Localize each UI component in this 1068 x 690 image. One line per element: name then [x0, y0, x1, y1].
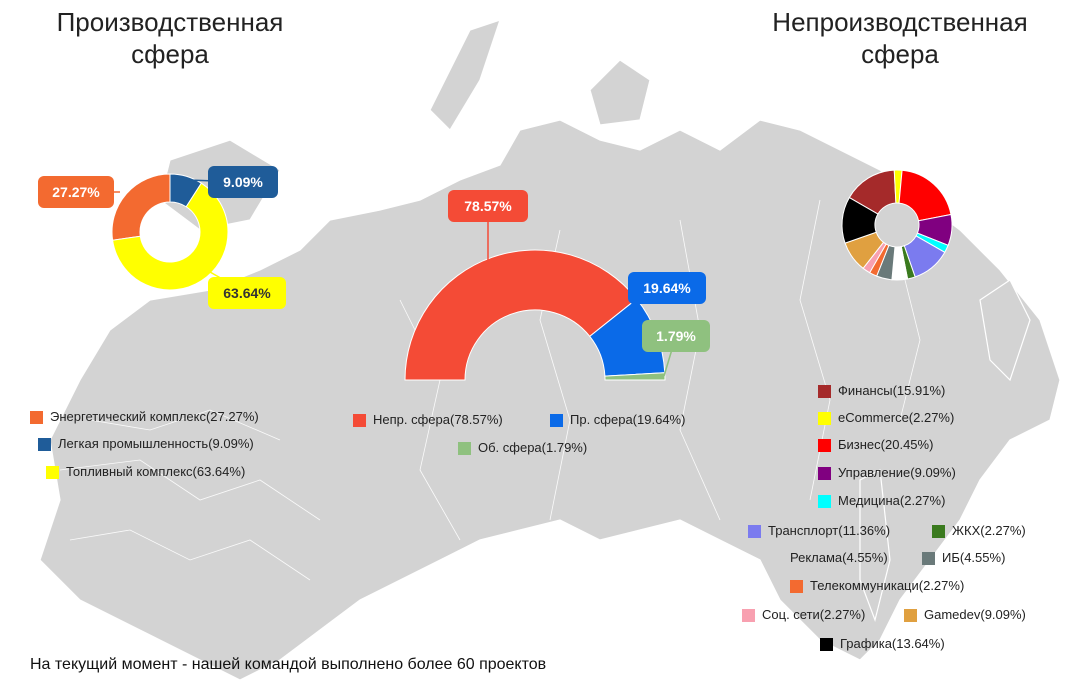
legend-production-2[interactable]: Топливный комплекс(63.64%): [46, 464, 245, 480]
legend-nonproduction-5-label: Трансплорт(11.36%): [768, 523, 891, 538]
legend-nonproduction-3-label: Управление(9.09%): [838, 465, 956, 480]
legend-overall-0[interactable]: Непр. сфера(78.57%): [353, 412, 503, 428]
footer-text: На текущий момент - нашей командой выпол…: [30, 656, 547, 673]
legend-nonproduction-4-label: Медицина(2.27%): [838, 493, 946, 508]
legend-production-0-swatch: [30, 410, 43, 424]
overall-callout-2-text: 1.79%: [656, 328, 696, 344]
heading-nonproduction-line1: Непроизводственная: [772, 7, 1028, 37]
legend-nonproduction-12-swatch: [820, 637, 833, 651]
legend-nonproduction-8-label: ИБ(4.55%): [942, 550, 1006, 565]
legend-nonproduction-12[interactable]: Графика(13.64%): [820, 636, 945, 652]
production-slice-2: [112, 182, 229, 291]
legend-nonproduction-9-label: Телекоммуникаци(2.27%): [810, 578, 965, 593]
legend-overall-2[interactable]: Об. сфера(1.79%): [458, 440, 587, 456]
production-callout-0-text: 27.27%: [52, 184, 100, 200]
overall-callout-0-text: 78.57%: [464, 198, 512, 214]
legend-nonproduction-2-swatch: [818, 438, 831, 452]
legend-production-2-label: Топливный комплекс(63.64%): [66, 464, 246, 479]
legend-nonproduction-3-swatch: [818, 466, 831, 480]
legend-nonproduction-9-swatch: [790, 579, 803, 593]
production-callout-0: 27.27%: [38, 176, 120, 208]
legend-nonproduction-10-label: Соц. сети(2.27%): [762, 607, 866, 622]
legend-nonproduction-11-label: Gamedev(9.09%): [924, 607, 1026, 622]
legend-nonproduction-6-swatch: [932, 524, 945, 538]
legend-nonproduction-11[interactable]: Gamedev(9.09%): [904, 607, 1026, 623]
legend-nonproduction-7-swatch: [770, 552, 783, 565]
heading-production-line1: Производственная: [56, 7, 284, 37]
legend-overall-2-swatch: [458, 441, 471, 455]
legend-overall-1[interactable]: Пр. сфера(19.64%): [550, 412, 685, 428]
legend-nonproduction-12-label: Графика(13.64%): [840, 636, 945, 651]
heading-production: Производственная сфера: [20, 6, 320, 70]
production-callout-2-text: 63.64%: [223, 285, 271, 301]
legend-nonproduction-4[interactable]: Медицина(2.27%): [818, 493, 945, 509]
nonproduction-slice-12: [841, 196, 879, 244]
legend-nonproduction-11-swatch: [904, 608, 917, 622]
legend-overall-0-swatch: [353, 413, 366, 427]
map-sakhalin: [859, 469, 891, 623]
legend-nonproduction-10[interactable]: Соц. сети(2.27%): [742, 607, 865, 623]
legend-nonproduction-5[interactable]: Трансплорт(11.36%): [748, 523, 890, 539]
legend-nonproduction-8[interactable]: ИБ(4.55%): [922, 550, 1005, 566]
legend-production-0[interactable]: Энергетический комплекс(27.27%): [30, 409, 259, 425]
legend-production-0-label: Энергетический комплекс(27.27%): [50, 409, 259, 424]
legend-nonproduction-7[interactable]: Реклама(4.55%): [770, 550, 888, 566]
legend-nonproduction-10-swatch: [742, 608, 755, 622]
map-landmass: [39, 119, 1061, 681]
legend-nonproduction-0[interactable]: Финансы(15.91%): [818, 383, 945, 399]
legend-nonproduction-3[interactable]: Управление(9.09%): [818, 465, 956, 481]
legend-production-1-label: Легкая промышленность(9.09%): [58, 436, 254, 451]
map-island-north: [429, 19, 501, 131]
legend-nonproduction-4-swatch: [818, 494, 831, 508]
map-kamchatka: [979, 279, 1031, 382]
nonproduction-slice-2: [898, 169, 952, 222]
legend-nonproduction-9[interactable]: Телекоммуникаци(2.27%): [790, 578, 964, 594]
overall-callout-1: 19.64%: [628, 272, 706, 304]
legend-nonproduction-1[interactable]: eCommerce(2.27%): [818, 410, 954, 426]
production-slice-0: [111, 173, 171, 241]
overall-callout-1-text: 19.64%: [643, 280, 691, 296]
legend-production-1[interactable]: Легкая промышленность(9.09%): [38, 436, 254, 452]
legend-nonproduction-6[interactable]: ЖКХ(2.27%): [932, 523, 1026, 539]
legend-overall-0-label: Непр. сфера(78.57%): [373, 412, 503, 427]
legend-nonproduction-1-label: eCommerce(2.27%): [838, 410, 955, 425]
legend-production-2-swatch: [46, 465, 59, 479]
heading-production-line2: сфера: [131, 39, 209, 69]
heading-nonproduction-line2: сфера: [861, 39, 939, 69]
legend-nonproduction-7-label: Реклама(4.55%): [790, 550, 888, 565]
overall-callout-2: 1.79%: [642, 320, 710, 377]
map-island-taimyr: [589, 59, 651, 126]
legend-overall-1-swatch: [550, 413, 563, 427]
production-callout-2: 63.64%: [208, 271, 286, 309]
legend-overall-1-label: Пр. сфера(19.64%): [570, 412, 686, 427]
production-callout-1-text: 9.09%: [223, 174, 263, 190]
legend-nonproduction-8-swatch: [922, 551, 935, 565]
legend-nonproduction-0-swatch: [818, 384, 831, 398]
overall-callout-0: 78.57%: [448, 190, 528, 262]
legend-nonproduction-0-label: Финансы(15.91%): [838, 383, 946, 398]
legend-nonproduction-1-swatch: [818, 411, 831, 425]
legend-nonproduction-2[interactable]: Бизнес(20.45%): [818, 437, 933, 453]
heading-nonproduction: Непроизводственная сфера: [740, 6, 1060, 70]
legend-nonproduction-6-label: ЖКХ(2.27%): [952, 523, 1026, 538]
overall-slice-0: [404, 249, 638, 381]
production-callout-1: 9.09%: [187, 166, 278, 198]
legend-nonproduction-2-label: Бизнес(20.45%): [838, 437, 934, 452]
legend-production-1-swatch: [38, 437, 51, 451]
legend-nonproduction-5-swatch: [748, 524, 761, 538]
legend-overall-2-label: Об. сфера(1.79%): [478, 440, 588, 455]
